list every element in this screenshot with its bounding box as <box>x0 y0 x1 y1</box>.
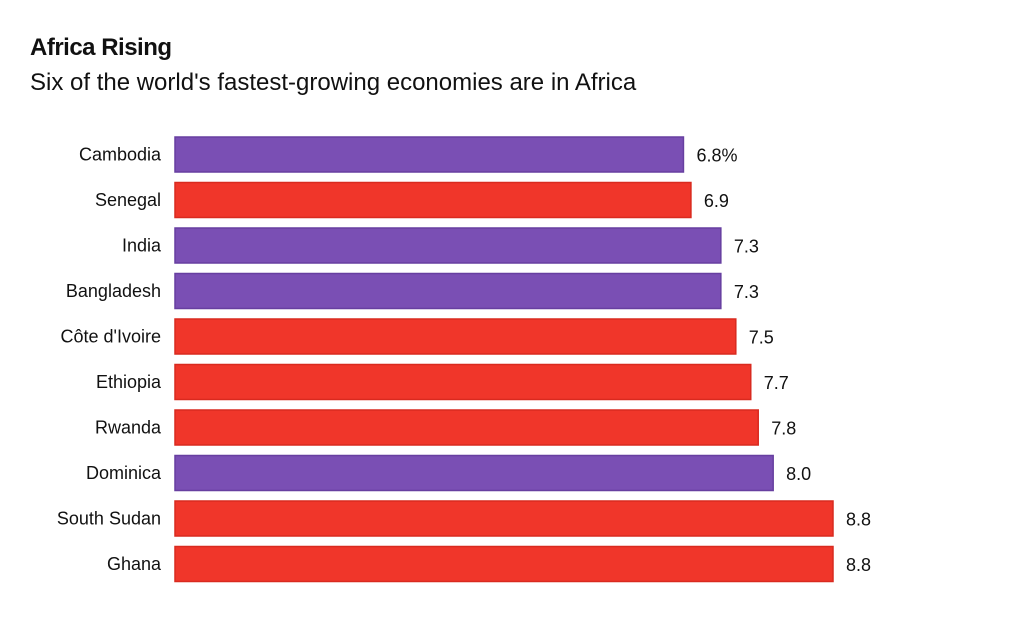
bar-cambodia <box>174 136 685 173</box>
bar-senegal <box>174 181 692 219</box>
value-label: 6.9 <box>704 191 729 211</box>
bar-dominica <box>174 454 774 492</box>
category-label: Cambodia <box>79 145 162 165</box>
category-label: India <box>122 236 162 256</box>
bar-rwanda <box>174 409 759 446</box>
bar-bangladesh <box>174 272 722 310</box>
value-label: 8.0 <box>786 464 811 484</box>
category-label: Rwanda <box>95 418 162 438</box>
value-label: 8.8 <box>846 555 871 575</box>
value-label: 7.8 <box>771 419 796 439</box>
value-label: 7.3 <box>734 237 759 257</box>
bar-south-sudan <box>174 500 834 537</box>
bar-ghana <box>174 545 834 583</box>
value-label: 6.8% <box>696 146 737 166</box>
chart-title: Africa Rising <box>30 34 172 61</box>
category-label: Bangladesh <box>66 281 161 301</box>
value-label: 7.3 <box>734 282 759 302</box>
value-label: 8.8 <box>846 510 871 530</box>
bar-india <box>174 227 722 264</box>
bar-ethiopia <box>174 363 752 401</box>
category-label: Senegal <box>95 190 161 210</box>
category-label: Ethiopia <box>96 372 162 392</box>
category-label: South Sudan <box>57 509 161 529</box>
category-label: Dominica <box>86 463 162 483</box>
chart-subtitle: Six of the world's fastest-growing econo… <box>30 69 637 96</box>
value-label: 7.5 <box>749 328 774 348</box>
category-label: Ghana <box>107 554 162 574</box>
value-label: 7.7 <box>764 373 789 393</box>
bar-c-te-d-ivoire <box>174 318 737 355</box>
category-label: Côte d'Ivoire <box>61 327 162 347</box>
